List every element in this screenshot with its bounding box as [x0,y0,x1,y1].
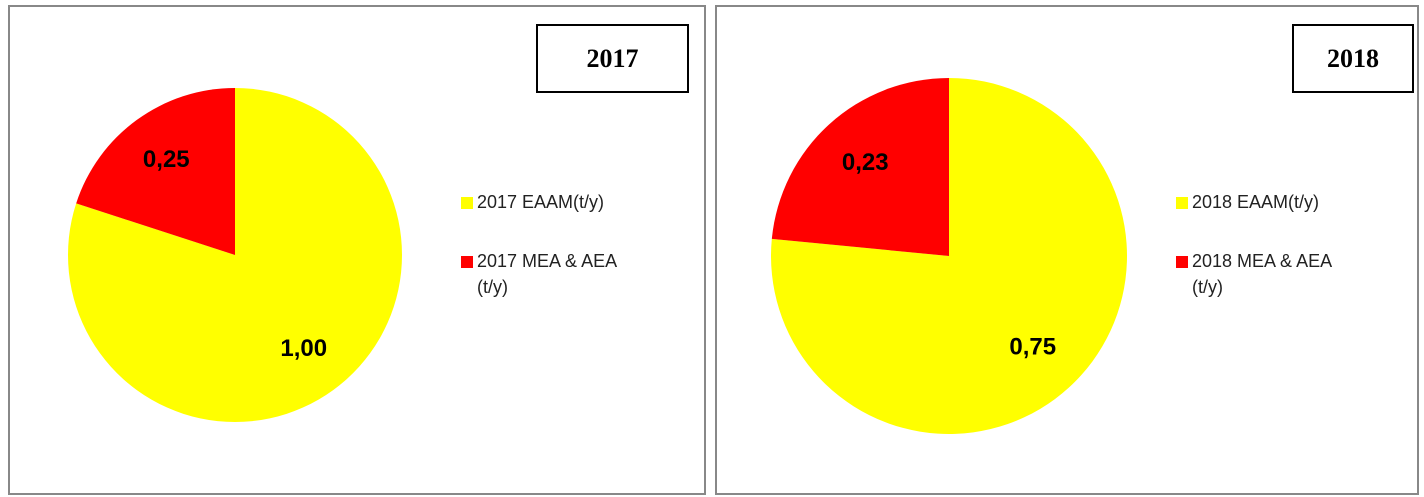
data-label: 0,75 [1009,334,1056,361]
legend-swatch [461,197,473,209]
chart-title: 2018 [1292,24,1414,93]
legend-swatch [1176,256,1188,268]
legend-text: 2018 MEA & AEA (t/y) [1192,251,1332,297]
data-label: 0,23 [842,149,889,176]
pie-slice [76,88,236,255]
legend-text: 2017 EAAM(t/y) [477,192,605,212]
data-label: 0,25 [143,146,190,173]
legend-text: 2017 MEA & AEA (t/y) [477,251,617,297]
pie-slice [771,78,949,256]
legend-swatch [1176,197,1188,209]
pie-chart: 1,00 0,25 [68,88,403,422]
legend-swatch [461,256,473,268]
pie-slice [68,88,403,422]
pie-chart: 0,75 0,23 [771,78,1127,434]
legend-text: 2018 EAAM(t/y) [1192,192,1320,212]
data-label: 1,00 [280,335,327,362]
chart-panel: 1,00 0,25 2017 2017 EAAM(t/y) 2017 MEA & AEA… [8,5,706,495]
chart-title: 2017 [536,24,689,93]
chart-panel: 0,75 0,23 2018 2018 EAAM(t/y) 2018 MEA & AEA… [715,5,1419,495]
